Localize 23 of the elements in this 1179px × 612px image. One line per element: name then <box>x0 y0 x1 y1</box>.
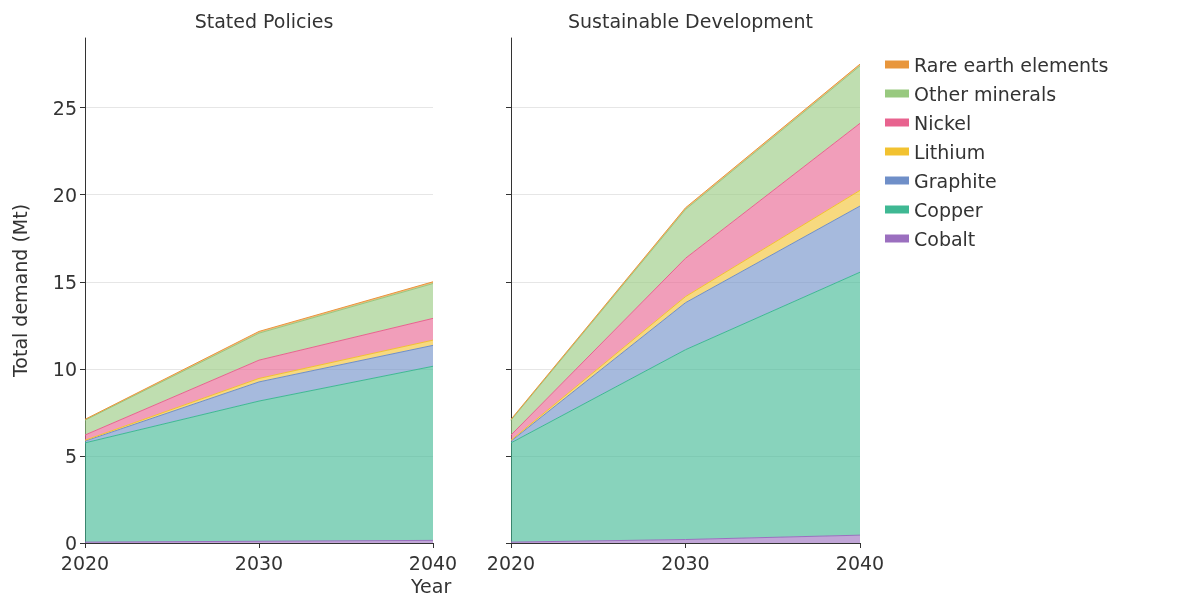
legend-label: Other minerals <box>914 82 1057 105</box>
y-tick-label: 5 <box>64 444 77 467</box>
x-tick-label: 2030 <box>661 551 710 574</box>
y-tick-label: 20 <box>52 183 77 206</box>
y-tick-label: 0 <box>64 532 77 554</box>
legend-label: Cobalt <box>914 227 976 250</box>
x-tick-label: 2020 <box>486 551 536 574</box>
x-tick-label: 2020 <box>60 551 110 574</box>
legend-label: Graphite <box>914 169 997 192</box>
x-tick-label: 2030 <box>234 551 284 574</box>
legend-label: Lithium <box>914 140 986 163</box>
y-tick-label: 15 <box>52 270 77 293</box>
x-tick-label: 2040 <box>835 551 885 574</box>
legend-label: Rare earth elements <box>914 53 1109 76</box>
chart-title: Stated Policies <box>194 9 334 32</box>
y-tick-label: 10 <box>52 357 77 380</box>
x-tick-label: 2040 <box>408 551 458 574</box>
x-axis-title: Year <box>410 574 452 597</box>
chart-title: Sustainable Development <box>567 9 814 32</box>
legend-label: Copper <box>914 198 983 221</box>
y-tick-label: 25 <box>52 96 77 119</box>
y-axis-title: Total demand (Mt) <box>8 203 31 379</box>
legend-label: Nickel <box>914 111 972 134</box>
